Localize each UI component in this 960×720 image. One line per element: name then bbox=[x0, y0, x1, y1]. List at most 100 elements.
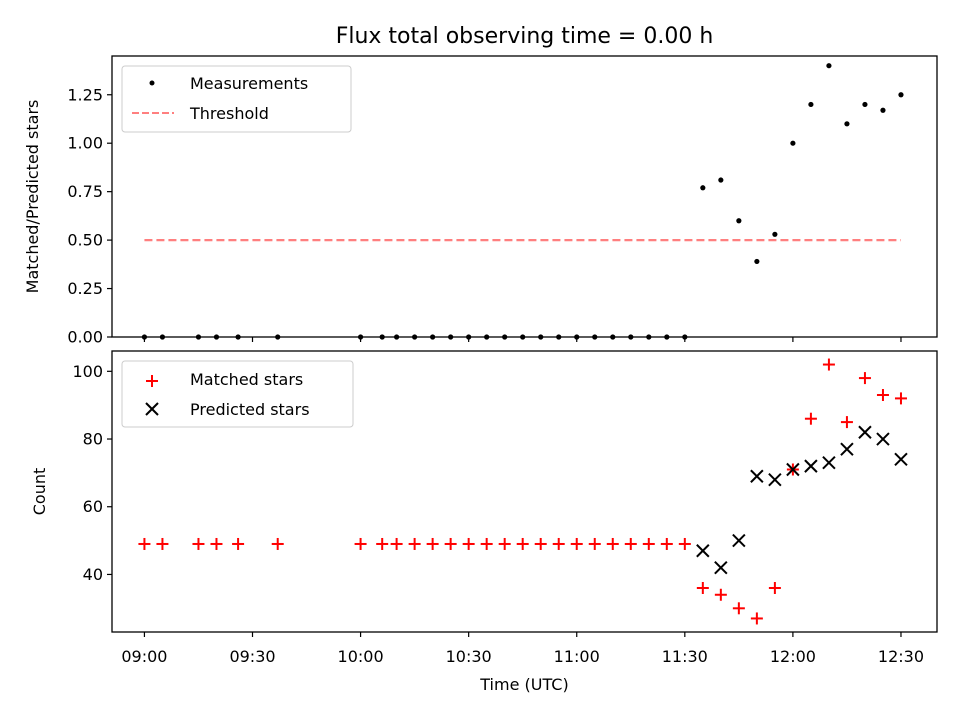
predicted-star-point bbox=[714, 560, 728, 575]
measurement-point bbox=[502, 334, 508, 340]
matched-star-point bbox=[192, 537, 205, 550]
measurement-point bbox=[898, 92, 904, 98]
predicted-star-point bbox=[858, 425, 872, 439]
measurement-point bbox=[592, 334, 598, 340]
legend-label-predicted-stars: Predicted stars bbox=[190, 400, 310, 419]
measurement-point bbox=[682, 334, 688, 340]
matched-star-point bbox=[804, 412, 817, 425]
matched-star-point bbox=[534, 537, 547, 550]
measurement-point bbox=[394, 334, 400, 340]
measurement-point bbox=[808, 101, 814, 108]
top-y-axis-label: Matched/Predicted stars bbox=[23, 100, 42, 294]
measurement-point bbox=[790, 140, 796, 146]
measurement-point bbox=[379, 334, 385, 340]
bottom-series bbox=[138, 358, 908, 625]
predicted-star-point bbox=[768, 472, 782, 487]
legend-marker-predicted-stars bbox=[145, 402, 159, 416]
bottom-x-ticks: 09:00 09:30 10:00 10:30 11:00 11:30 12:00 12:30 bbox=[121, 632, 924, 666]
matched-star-point bbox=[210, 537, 223, 550]
y-tick-label: 1.25 bbox=[67, 85, 103, 104]
bottom-axes-frame bbox=[111, 350, 938, 633]
y-tick-label: 0.50 bbox=[67, 231, 103, 250]
measurement-point bbox=[538, 334, 544, 340]
bottom-y-ticks: 40 60 80 100 bbox=[72, 362, 112, 584]
measurement-point bbox=[195, 334, 202, 340]
matched-star-point bbox=[271, 537, 284, 550]
measurement-point bbox=[141, 334, 148, 340]
matched-star-point bbox=[390, 537, 403, 550]
measurement-point bbox=[484, 334, 490, 340]
predicted-star-point bbox=[786, 462, 800, 477]
matched-star-point bbox=[822, 358, 835, 371]
y-tick-label: 60 bbox=[83, 497, 103, 516]
y-tick-label: 1.00 bbox=[67, 134, 103, 153]
measurement-point bbox=[736, 218, 742, 224]
measurement-point bbox=[448, 334, 454, 340]
matched-star-point bbox=[570, 537, 583, 550]
matched-star-point bbox=[678, 537, 691, 550]
measurement-point bbox=[412, 334, 418, 340]
measurement-point bbox=[826, 63, 832, 69]
matched-star-point bbox=[858, 372, 871, 385]
matched-star-point bbox=[840, 416, 853, 429]
top-legend-box bbox=[121, 65, 352, 133]
top-series bbox=[141, 63, 904, 340]
matched-star-point bbox=[462, 537, 475, 550]
matched-star-point bbox=[516, 537, 529, 550]
measurement-point bbox=[213, 334, 220, 340]
top-legend: Measurements Threshold bbox=[121, 65, 352, 133]
matched-star-point bbox=[498, 537, 511, 550]
measurement-point bbox=[628, 334, 634, 340]
matched-star-point bbox=[444, 537, 457, 550]
matched-star-point bbox=[376, 537, 389, 550]
x-tick-label: 10:00 bbox=[338, 647, 384, 666]
predicted-star-point bbox=[732, 533, 746, 548]
measurement-point bbox=[754, 258, 760, 265]
measurement-point bbox=[556, 334, 562, 340]
y-tick-label: 0.00 bbox=[67, 328, 103, 347]
top-y-ticks: 0.00 0.25 0.50 0.75 1.00 1.25 bbox=[67, 85, 112, 347]
top-panel: Flux total observing time = 0.00 h Match… bbox=[23, 24, 938, 347]
predicted-star-point bbox=[822, 456, 836, 470]
measurement-point bbox=[772, 231, 778, 237]
matched-star-point bbox=[606, 537, 619, 550]
measurement-point bbox=[574, 334, 580, 340]
matched-star-point bbox=[750, 612, 763, 625]
y-tick-label: 0.75 bbox=[67, 182, 103, 201]
measurement-point bbox=[520, 334, 526, 340]
measurement-point bbox=[466, 334, 472, 340]
matched-star-point bbox=[480, 537, 493, 550]
matched-star-point bbox=[138, 537, 151, 550]
legend-label-threshold: Threshold bbox=[189, 104, 269, 123]
predicted-star-point bbox=[840, 442, 854, 456]
y-tick-label: 0.25 bbox=[67, 279, 103, 298]
x-tick-label: 12:00 bbox=[770, 647, 816, 666]
chart-title: Flux total observing time = 0.00 h bbox=[336, 24, 714, 49]
legend-marker-matched-stars bbox=[146, 375, 158, 387]
measurement-point bbox=[880, 107, 886, 113]
matched-star-point bbox=[642, 537, 655, 550]
x-tick-label: 11:00 bbox=[554, 647, 600, 666]
bottom-y-axis-label: Count bbox=[30, 468, 49, 516]
legend-label-matched-stars: Matched stars bbox=[190, 370, 303, 389]
measurement-point bbox=[718, 177, 724, 183]
matched-star-point bbox=[588, 537, 601, 550]
predicted-star-point bbox=[876, 432, 890, 446]
predicted-star-point bbox=[696, 544, 710, 558]
measurement-point bbox=[159, 334, 166, 340]
matched-star-point bbox=[552, 537, 565, 550]
y-tick-label: 80 bbox=[83, 430, 103, 449]
measurement-point bbox=[646, 334, 652, 340]
matched-star-point bbox=[624, 537, 637, 550]
predicted-star-point bbox=[894, 452, 908, 467]
legend-marker-measurements bbox=[149, 80, 155, 86]
matched-star-point bbox=[156, 537, 169, 550]
x-tick-label: 11:30 bbox=[662, 647, 708, 666]
bottom-legend-box bbox=[121, 360, 354, 428]
y-tick-label: 100 bbox=[72, 362, 103, 381]
measurement-point bbox=[430, 334, 436, 340]
matched-star-point bbox=[426, 537, 439, 550]
measurement-point bbox=[357, 334, 364, 340]
matched-star-point bbox=[232, 537, 245, 550]
measurement-point bbox=[610, 334, 616, 340]
